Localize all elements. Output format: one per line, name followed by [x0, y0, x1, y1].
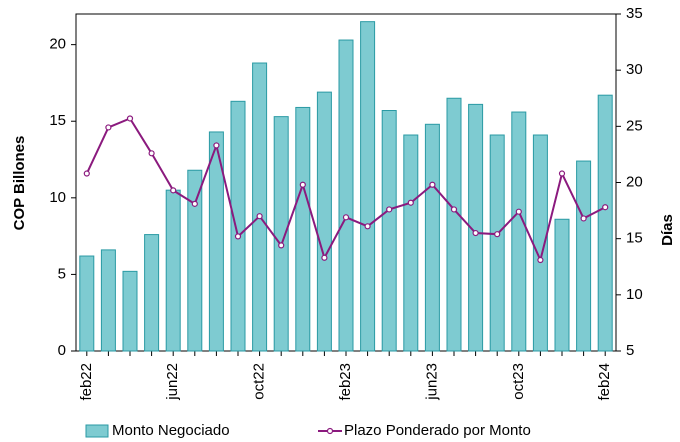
- y2-tick-label: 35: [626, 5, 643, 22]
- y2-tick-label: 20: [626, 173, 643, 190]
- legend-swatch: [85, 424, 109, 438]
- y2-tick-label: 25: [626, 117, 643, 134]
- line-marker: [342, 214, 350, 221]
- bar: [79, 255, 95, 352]
- bar: [273, 116, 289, 352]
- line-marker: [602, 204, 609, 211]
- bar: [489, 134, 505, 352]
- x-tick-label: feb23: [337, 363, 354, 401]
- legend-marker: [326, 427, 334, 435]
- bar: [252, 62, 268, 352]
- bar: [554, 218, 570, 352]
- bar: [424, 123, 440, 352]
- line-marker: [321, 254, 328, 261]
- y-tick-label: 5: [58, 265, 66, 282]
- line-marker: [407, 199, 414, 206]
- bar: [122, 270, 138, 352]
- line-marker: [494, 231, 501, 238]
- y-axis-title: COP Billones: [11, 136, 28, 231]
- line-marker: [472, 229, 479, 237]
- line-marker: [558, 170, 566, 177]
- bar: [597, 94, 613, 352]
- x-tick-label: feb24: [596, 363, 613, 401]
- bar: [208, 131, 224, 352]
- x-tick-label: jun22: [164, 363, 181, 401]
- bar: [381, 110, 397, 352]
- line-marker: [83, 170, 90, 177]
- line-marker: [364, 223, 371, 230]
- bar: [295, 106, 311, 352]
- line-marker: [450, 206, 458, 213]
- x-tick-label: oct22: [251, 363, 268, 400]
- line-marker: [126, 115, 134, 122]
- line-marker: [191, 200, 198, 207]
- line-marker: [148, 150, 155, 157]
- line-marker: [386, 206, 393, 213]
- bar: [165, 189, 181, 352]
- bar: [468, 103, 484, 352]
- y2-tick-label: 15: [626, 230, 643, 247]
- line-marker: [234, 233, 242, 240]
- x-tick-label: jun23: [423, 363, 440, 401]
- y-tick-label: 20: [49, 36, 66, 53]
- bar: [403, 134, 419, 352]
- y-tick-label: 10: [49, 189, 66, 206]
- x-tick-label: oct23: [510, 363, 527, 400]
- legend-label: Monto Negociado: [112, 422, 230, 439]
- bar: [230, 100, 246, 352]
- bar: [360, 21, 376, 352]
- line-marker: [429, 181, 436, 188]
- bar: [576, 160, 592, 352]
- line-marker: [580, 215, 587, 222]
- bar: [187, 169, 203, 352]
- bar: [316, 91, 332, 352]
- y2-tick-label: 5: [626, 342, 634, 359]
- line-marker: [213, 142, 220, 149]
- line-marker: [299, 181, 306, 188]
- bar: [144, 234, 160, 352]
- line-marker: [537, 256, 544, 264]
- bar: [446, 97, 462, 352]
- y2-tick-label: 10: [626, 286, 643, 303]
- line-marker: [256, 213, 263, 220]
- line-marker: [278, 242, 285, 249]
- bar: [511, 111, 527, 352]
- x-tick-label: feb22: [78, 363, 95, 401]
- line-marker: [105, 124, 112, 131]
- bar: [338, 39, 354, 352]
- line-marker: [170, 187, 177, 194]
- legend-label: Plazo Ponderado por Monto: [344, 422, 531, 439]
- line-marker: [515, 208, 522, 215]
- y2-tick-label: 30: [626, 61, 643, 78]
- y-tick-label: 15: [49, 112, 66, 129]
- y-tick-label: 0: [58, 342, 66, 359]
- y2-axis-title: Días: [659, 214, 676, 246]
- bar: [100, 249, 116, 352]
